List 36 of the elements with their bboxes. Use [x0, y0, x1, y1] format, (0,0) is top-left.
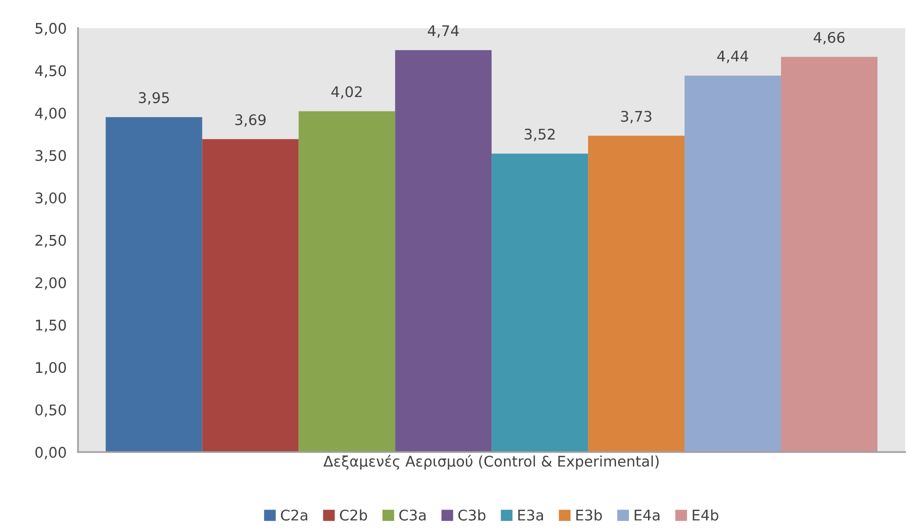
legend-label: E3b [576, 509, 602, 521]
data-label: 3,95 [138, 92, 169, 105]
legend-label: E4a [634, 510, 660, 521]
data-label: 4,44 [717, 50, 748, 64]
y-tick-label: 2,50 [35, 234, 66, 248]
data-label: 3,73 [621, 110, 652, 124]
data-label: 3,52 [524, 128, 555, 142]
legend-label: C3b [458, 509, 486, 521]
y-tick-label: 1,00 [36, 362, 66, 375]
bar [202, 139, 299, 452]
bar [781, 56, 878, 452]
legend-label: C2b [340, 509, 368, 521]
y-tick-label: 3,00 [36, 192, 66, 205]
y-tick-label: 2,00 [35, 277, 66, 290]
y-tick-label: 4,50 [35, 65, 66, 78]
bar [106, 117, 202, 452]
y-tick-label: 1,50 [36, 320, 66, 332]
y-tick-label: 4,00 [35, 108, 66, 120]
y-tick-label: 5,00 [36, 22, 66, 36]
legend-label: E3a [518, 510, 543, 521]
data-label: 3,69 [235, 114, 266, 127]
x-axis-title: Δεξαμενές Αερισμού (Control & Experimental) [323, 454, 659, 470]
bar [298, 111, 396, 452]
data-label: 4,02 [331, 86, 362, 99]
legend-label: E4b [692, 509, 718, 521]
legend-label: C2a [280, 510, 308, 521]
y-tick-label: 3,50 [36, 150, 66, 163]
data-label: 4,66 [814, 32, 845, 44]
y-tick-label: 0,50 [35, 404, 66, 417]
bar [492, 154, 588, 452]
y-tick-label: 0,00 [35, 446, 66, 460]
bar [395, 50, 492, 452]
data-label: 4,74 [428, 25, 459, 38]
legend-label: C3a [399, 510, 426, 521]
bar [588, 136, 685, 452]
bar [684, 76, 782, 452]
